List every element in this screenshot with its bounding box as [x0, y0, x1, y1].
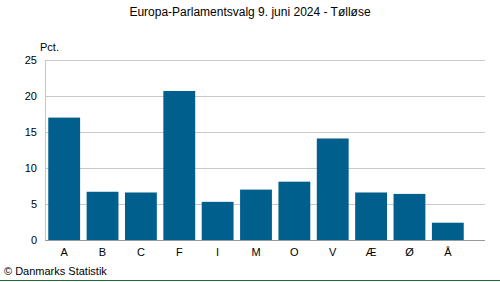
x-tick-label: Æ [366, 246, 377, 258]
x-tick-label: Ø [405, 246, 414, 258]
bars [48, 91, 463, 240]
x-tick-label: C [137, 246, 145, 258]
bar [240, 190, 272, 240]
y-tick-label: 20 [25, 90, 37, 102]
bar [432, 223, 464, 240]
x-tick-label: F [176, 246, 183, 258]
y-tick: 15 [25, 126, 45, 138]
chart: Europa-Parlamentsvalg 9. juni 2024 - Tøl… [0, 0, 500, 282]
bar [125, 192, 157, 240]
y-tick: 25 [25, 54, 45, 66]
x-tick: F [176, 240, 183, 258]
x-axis-line [46, 240, 468, 241]
bar [278, 182, 310, 240]
y-tick-label: 0 [31, 234, 37, 246]
y-tick: 0 [31, 234, 45, 246]
grid-line [45, 168, 485, 169]
bar [87, 192, 119, 240]
bar [355, 192, 387, 240]
y-axis-label: Pct. [40, 41, 59, 53]
y-tick: 5 [31, 198, 45, 210]
x-tick: O [290, 240, 299, 258]
x-tick: I [216, 240, 219, 258]
frame-line [0, 280, 500, 281]
x-tick-label: I [216, 246, 219, 258]
source: © Danmarks Statistik [4, 265, 107, 277]
y-tick-label: 5 [31, 198, 37, 210]
grid-line [45, 60, 485, 61]
grid [45, 60, 485, 240]
x-tick: Æ [366, 240, 377, 258]
bar [317, 138, 349, 240]
grid-line [45, 96, 485, 97]
y-tick: 20 [25, 90, 45, 102]
x-tick-label: V [329, 246, 337, 258]
x-tick: Å [444, 240, 452, 258]
x-tick-label: B [99, 246, 106, 258]
bar [202, 202, 234, 240]
x-tick: M [251, 240, 260, 258]
bar [48, 118, 80, 240]
y-axis: 0 5 10 15 20 25 [25, 54, 46, 246]
x-tick-label: M [251, 246, 260, 258]
x-tick: B [99, 240, 106, 258]
y-tick-label: 10 [25, 162, 37, 174]
y-tick: 10 [25, 162, 45, 174]
x-axis: ABCFIMOVÆØÅ [46, 240, 468, 258]
x-tick-label: O [290, 246, 299, 258]
x-tick: V [329, 240, 337, 258]
grid-line [45, 132, 485, 133]
bar [394, 194, 426, 240]
x-tick: A [61, 240, 69, 258]
x-tick-label: A [61, 246, 69, 258]
x-tick: Ø [405, 240, 414, 258]
y-axis-line [45, 61, 46, 241]
y-tick-label: 25 [25, 54, 37, 66]
x-tick-label: Å [444, 246, 452, 258]
title: Europa-Parlamentsvalg 9. juni 2024 - Tøl… [129, 5, 371, 19]
x-tick: C [137, 240, 145, 258]
y-tick-label: 15 [25, 126, 37, 138]
bar [163, 91, 195, 240]
